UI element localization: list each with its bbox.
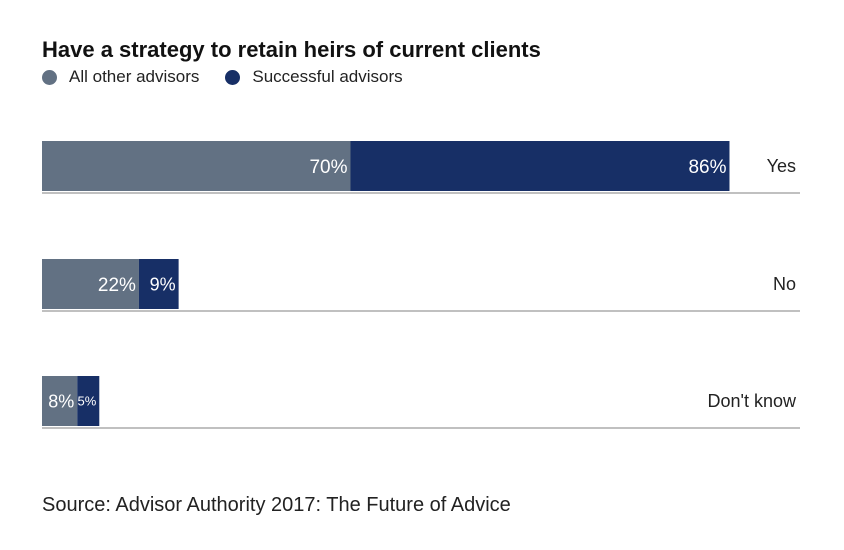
- bar-dont-know-all-other: [42, 376, 78, 426]
- category-label-dont-know: Don't know: [708, 391, 797, 411]
- legend-item-all-other: All other advisors: [42, 67, 199, 87]
- data-label-yes-all-other: 70%: [309, 157, 347, 178]
- legend-swatch-all-other: [42, 69, 57, 85]
- legend-item-successful: Successful advisors: [225, 67, 403, 87]
- bar-no-successful: [138, 259, 179, 309]
- data-label-dont-know-successful: 5%: [77, 394, 96, 409]
- data-label-yes-successful: 86%: [688, 157, 726, 178]
- category-label-yes: Yes: [767, 156, 796, 176]
- data-label-no-successful: 9%: [150, 274, 176, 294]
- source-note: Source: Advisor Authority 2017: The Futu…: [42, 494, 511, 516]
- category-label-no: No: [773, 274, 796, 294]
- data-label-no-all-other: 22%: [98, 275, 136, 296]
- chart-title: Have a strategy to retain heirs of curre…: [42, 37, 541, 62]
- bar-yes-all-other: [42, 141, 351, 191]
- bar-yes-successful: [350, 141, 730, 191]
- legend-label-successful: Successful advisors: [252, 67, 403, 86]
- legend-label-all-other: All other advisors: [69, 67, 200, 86]
- bar-dont-know-successful: [77, 376, 100, 426]
- legend: All other advisors Successful advisors: [42, 66, 429, 88]
- data-label-dont-know-all-other: 8%: [48, 391, 74, 411]
- legend-swatch-successful: [225, 69, 241, 85]
- bar-no-all-other: [42, 259, 139, 309]
